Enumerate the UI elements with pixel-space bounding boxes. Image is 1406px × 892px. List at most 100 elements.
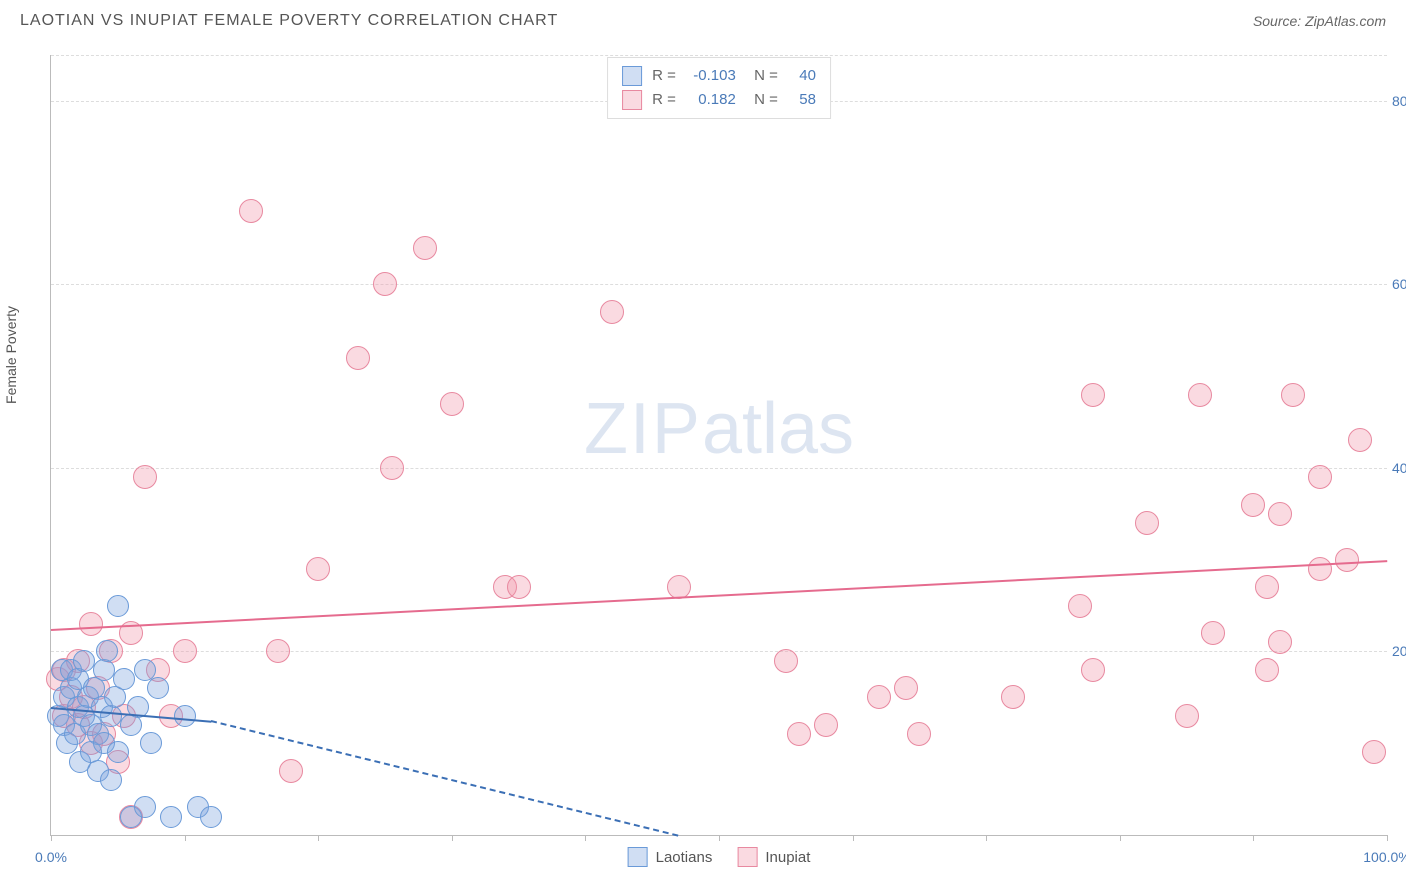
scatter-point-inupiat <box>1308 465 1332 489</box>
scatter-point-inupiat <box>173 639 197 663</box>
scatter-point-inupiat <box>1201 621 1225 645</box>
scatter-point-inupiat <box>79 612 103 636</box>
x-tick <box>185 835 186 841</box>
legend-n-label: N = <box>746 64 778 88</box>
scatter-point-inupiat <box>380 456 404 480</box>
gridline <box>51 55 1387 56</box>
scatter-point-inupiat <box>1255 658 1279 682</box>
scatter-point-inupiat <box>373 272 397 296</box>
scatter-point-inupiat <box>774 649 798 673</box>
y-tick-label: 20.0% <box>1392 643 1406 659</box>
scatter-point-inupiat <box>814 713 838 737</box>
scatter-point-inupiat <box>1081 383 1105 407</box>
scatter-point-inupiat <box>907 722 931 746</box>
scatter-point-laotians <box>160 806 182 828</box>
scatter-point-laotians <box>107 595 129 617</box>
watermark-atlas: atlas <box>702 389 854 469</box>
scatter-point-laotians <box>147 677 169 699</box>
watermark: ZIPatlas <box>584 388 854 470</box>
scatter-point-inupiat <box>1175 704 1199 728</box>
legend-r-value: -0.103 <box>686 64 736 88</box>
scatter-point-inupiat <box>1348 428 1372 452</box>
x-tick <box>585 835 586 841</box>
scatter-point-inupiat <box>279 759 303 783</box>
scatter-point-inupiat <box>1308 557 1332 581</box>
scatter-point-inupiat <box>1188 383 1212 407</box>
scatter-point-inupiat <box>507 575 531 599</box>
scatter-point-inupiat <box>1362 740 1386 764</box>
scatter-point-inupiat <box>1001 685 1025 709</box>
legend-swatch <box>628 847 648 867</box>
watermark-zip: ZIP <box>584 389 702 469</box>
chart-title: LAOTIAN VS INUPIAT FEMALE POVERTY CORREL… <box>20 12 558 30</box>
x-tick-label: 100.0% <box>1363 849 1406 865</box>
scatter-point-inupiat <box>600 300 624 324</box>
x-tick <box>719 835 720 841</box>
x-tick <box>986 835 987 841</box>
legend-n-value: 40 <box>788 64 816 88</box>
scatter-point-inupiat <box>1135 511 1159 535</box>
legend-r-value: 0.182 <box>686 88 736 112</box>
gridline <box>51 468 1387 469</box>
series-legend-label: Inupiat <box>765 849 810 866</box>
scatter-point-inupiat <box>1281 383 1305 407</box>
scatter-point-inupiat <box>239 199 263 223</box>
x-tick <box>51 835 52 841</box>
x-tick <box>452 835 453 841</box>
x-tick-label: 0.0% <box>35 849 67 865</box>
scatter-point-inupiat <box>1068 594 1092 618</box>
legend-swatch <box>622 90 642 110</box>
scatter-point-laotians <box>107 741 129 763</box>
series-legend-item: Inupiat <box>737 847 810 867</box>
legend-n-label: N = <box>746 88 778 112</box>
y-tick-label: 80.0% <box>1392 93 1406 109</box>
legend-r-label: R = <box>652 64 676 88</box>
scatter-point-laotians <box>96 640 118 662</box>
x-tick <box>1253 835 1254 841</box>
scatter-point-laotians <box>140 732 162 754</box>
scatter-point-inupiat <box>1081 658 1105 682</box>
scatter-point-laotians <box>100 705 122 727</box>
scatter-point-inupiat <box>1268 502 1292 526</box>
series-legend-label: Laotians <box>656 849 713 866</box>
scatter-point-laotians <box>100 769 122 791</box>
chart-header: LAOTIAN VS INUPIAT FEMALE POVERTY CORREL… <box>0 0 1406 38</box>
scatter-point-inupiat <box>1268 630 1292 654</box>
y-tick-label: 40.0% <box>1392 460 1406 476</box>
correlation-legend-row: R = -0.103 N = 40 <box>622 64 816 88</box>
x-tick <box>1387 835 1388 841</box>
y-axis-label: Female Poverty <box>3 306 19 404</box>
scatter-point-inupiat <box>346 346 370 370</box>
scatter-point-laotians <box>113 668 135 690</box>
gridline <box>51 651 1387 652</box>
scatter-point-inupiat <box>1255 575 1279 599</box>
scatter-point-inupiat <box>787 722 811 746</box>
legend-r-label: R = <box>652 88 676 112</box>
scatter-point-inupiat <box>867 685 891 709</box>
series-legend: Laotians Inupiat <box>628 847 811 867</box>
x-tick <box>318 835 319 841</box>
scatter-point-inupiat <box>1241 493 1265 517</box>
scatter-point-inupiat <box>266 639 290 663</box>
scatter-point-inupiat <box>413 236 437 260</box>
y-tick-label: 60.0% <box>1392 276 1406 292</box>
scatter-point-laotians <box>200 806 222 828</box>
x-tick <box>853 835 854 841</box>
scatter-point-laotians <box>174 705 196 727</box>
x-tick <box>1120 835 1121 841</box>
correlation-legend-row: R = 0.182 N = 58 <box>622 88 816 112</box>
scatter-point-laotians <box>73 650 95 672</box>
legend-n-value: 58 <box>788 88 816 112</box>
source-attribution: Source: ZipAtlas.com <box>1253 13 1386 29</box>
trendline <box>51 560 1387 631</box>
legend-swatch <box>622 66 642 86</box>
trendline-extension <box>211 720 679 837</box>
scatter-point-inupiat <box>440 392 464 416</box>
gridline <box>51 284 1387 285</box>
scatter-point-laotians <box>134 796 156 818</box>
scatter-point-inupiat <box>133 465 157 489</box>
chart-plot-area: Female Poverty ZIPatlas 20.0%40.0%60.0%8… <box>50 55 1387 836</box>
scatter-point-inupiat <box>894 676 918 700</box>
series-legend-item: Laotians <box>628 847 713 867</box>
correlation-legend: R = -0.103 N = 40 R = 0.182 N = 58 <box>607 57 831 119</box>
